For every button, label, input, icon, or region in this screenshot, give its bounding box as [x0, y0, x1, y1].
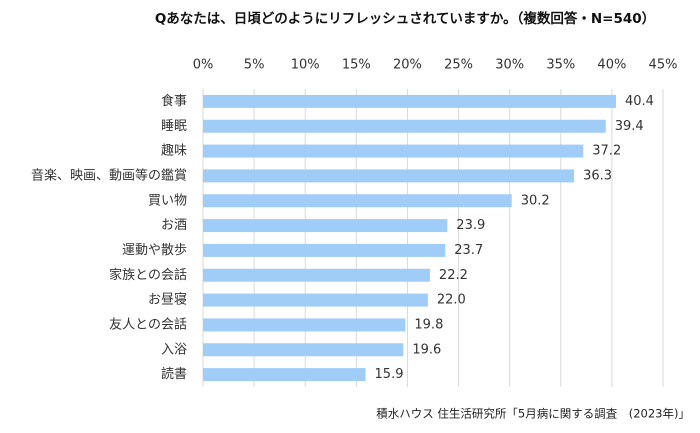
- y-tick-label: 入浴: [161, 342, 187, 357]
- y-tick-label: 音楽、映画、動画等の鑑賞: [31, 167, 187, 183]
- x-tick-label: 10%: [291, 58, 320, 73]
- value-label: 19.6: [412, 342, 441, 357]
- x-tick-label: 40%: [597, 58, 626, 73]
- y-tick-label: 読書: [161, 366, 187, 382]
- x-tick-label: 25%: [444, 58, 473, 73]
- value-label: 15.9: [375, 367, 404, 382]
- y-tick-label: 睡眠: [161, 119, 187, 134]
- bar: [203, 343, 404, 357]
- bar: [203, 119, 606, 133]
- x-tick-label: 0%: [193, 58, 214, 73]
- bar: [203, 219, 448, 233]
- source-note: 積水ハウス 住生活研究所「5月病に関する調査 (2023年)」: [376, 407, 690, 421]
- value-label: 22.2: [439, 268, 468, 283]
- x-tick-label: 35%: [546, 58, 575, 73]
- value-label: 23.7: [454, 243, 483, 258]
- x-tick-label: 45%: [649, 58, 678, 73]
- y-tick-label: 友人との会話: [109, 316, 187, 332]
- value-label: 40.4: [625, 94, 654, 109]
- value-label: 23.9: [456, 218, 485, 233]
- y-tick-label: 家族との会話: [109, 267, 187, 283]
- x-tick-label: 30%: [495, 58, 524, 73]
- y-tick-label: 食事: [161, 93, 187, 109]
- y-tick-label: お昼寝: [148, 292, 187, 308]
- y-tick-label: 趣味: [161, 144, 187, 159]
- bar: [203, 94, 616, 108]
- bar: [203, 268, 430, 282]
- bar: [203, 243, 446, 257]
- bar: [203, 194, 512, 208]
- bar: [203, 293, 428, 307]
- value-label: 36.3: [583, 168, 612, 183]
- y-tick-label: 買い物: [148, 193, 187, 208]
- value-label: 22.0: [437, 293, 466, 308]
- y-tick-label: お酒: [161, 218, 187, 233]
- x-tick-label: 20%: [393, 58, 422, 73]
- x-tick-label: 5%: [244, 58, 265, 73]
- value-label: 30.2: [521, 193, 550, 208]
- x-tick-label: 15%: [342, 58, 371, 73]
- value-label: 19.8: [414, 317, 443, 332]
- bar: [203, 318, 406, 332]
- bar: [203, 169, 575, 183]
- chart-title: Qあなたは、日頃どのようにリフレッシュされていますか。（複数回答・N=540）: [155, 10, 655, 27]
- y-tick-label: 運動や散歩: [122, 243, 187, 258]
- value-label: 37.2: [592, 144, 621, 159]
- bar: [203, 368, 366, 382]
- bar: [203, 144, 584, 158]
- value-label: 39.4: [615, 119, 644, 134]
